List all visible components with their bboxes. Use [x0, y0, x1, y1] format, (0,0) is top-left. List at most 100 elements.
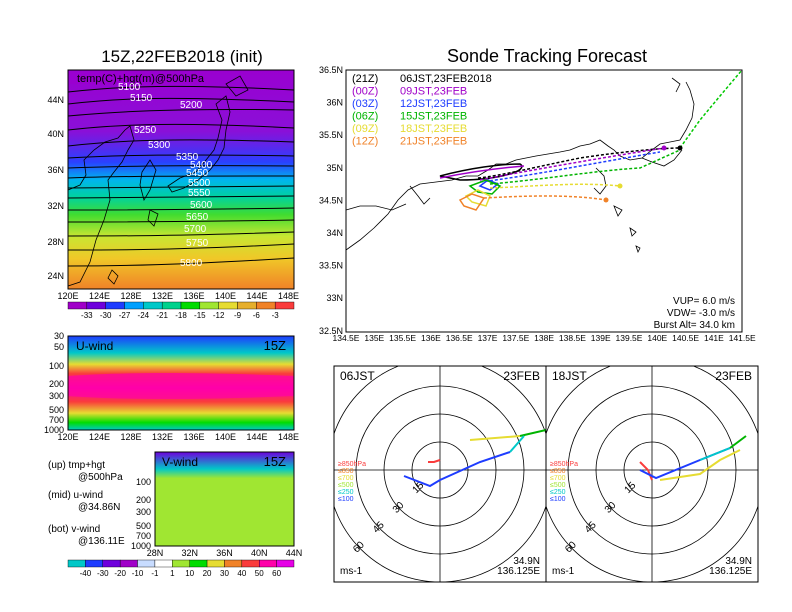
lon-tick: 140E	[215, 432, 236, 442]
hodograph-trace	[639, 461, 653, 481]
lat-tick: 35N	[326, 163, 343, 173]
pressure-tick: 300	[136, 507, 151, 517]
uwind-streak	[68, 373, 294, 399]
lon-tick: 140E	[215, 291, 236, 301]
colorbar-label: 30	[220, 569, 229, 578]
colorbar-swatch	[161, 301, 182, 310]
lon-tick: 138.5E	[559, 333, 586, 343]
contour-label: 5750	[186, 238, 209, 249]
colorbar-swatch	[274, 301, 295, 310]
hodograph-unit: ms-1	[552, 566, 575, 577]
hodograph-lat: 34.9N	[725, 556, 752, 567]
colorbar-swatch	[102, 559, 121, 568]
lat-tick: 34N	[326, 228, 343, 238]
contour-label: 5250	[134, 125, 157, 136]
colorbar-swatch	[86, 301, 106, 310]
colorbar-swatch	[241, 559, 260, 568]
colorbar-swatch	[67, 559, 86, 568]
colorbar-swatch	[224, 559, 243, 568]
lat-tick: 35.5N	[319, 130, 343, 140]
colorbar-label: -9	[234, 311, 242, 320]
colorbar-swatch	[206, 559, 225, 568]
hodograph-trace	[519, 429, 546, 437]
hodograph-lon: 136.125E	[497, 566, 540, 577]
hodograph-trace	[403, 451, 511, 488]
tracking-lon-ticks: 134.5E 135E 135.5E 136E 136.5E 137E 137.5E 138E…	[333, 333, 756, 343]
colorbar-swatch	[105, 301, 125, 310]
lon-tick: 141E	[704, 333, 724, 343]
colorbar-label: 1	[170, 569, 175, 578]
colorbar-label: 40	[237, 569, 246, 578]
pressure-tick: 100	[136, 477, 151, 487]
hodograph-date: 23FEB	[715, 369, 752, 383]
colorbar-label: -27	[119, 311, 131, 320]
uwind-frame	[67, 335, 295, 431]
hodograph-trace	[659, 449, 741, 481]
track-lines	[439, 69, 743, 211]
pressure-tick: 1000	[131, 541, 151, 551]
contour-label: 5300	[148, 140, 171, 151]
colorbar-label: -18	[175, 311, 187, 320]
hodograph-trace	[428, 459, 441, 463]
lon-tick: 137.5E	[502, 333, 529, 343]
lon-tick: 140.5E	[672, 333, 699, 343]
level-legend: ≤500	[550, 482, 566, 489]
map500-label: temp(C)+hgt(m)@500hPa	[77, 73, 205, 85]
colorbar-label: 20	[203, 569, 212, 578]
level-legend: ≤500	[338, 482, 354, 489]
hodograph-unit: ms-1	[340, 566, 363, 577]
legend-time: 09JST,23FEB	[400, 86, 467, 98]
vup-text: VUP= 6.0 m/s	[673, 296, 735, 307]
map500-fill	[68, 70, 294, 289]
vwind-fill	[155, 452, 294, 546]
lon-tick: 120E	[57, 291, 78, 301]
map500-lon-ticks: 120E 124E 128E 132E 136E 140E 144E 148E	[57, 291, 299, 301]
track-endpoints	[603, 145, 683, 203]
lat-tick: 44N	[47, 95, 64, 105]
lon-tick: 136E	[183, 432, 204, 442]
level-legend: ≥850hPa	[338, 461, 366, 468]
colorbar-swatch	[199, 301, 219, 310]
lon-tick: 120E	[57, 432, 78, 442]
pressure-tick: 100	[49, 361, 64, 371]
colorbar-swatch	[67, 301, 88, 310]
legend-run: (00Z)	[352, 86, 378, 98]
lon-tick: 136.5E	[446, 333, 473, 343]
pressure-tick: 200	[136, 495, 151, 505]
lat-tick: 44N	[286, 548, 303, 558]
lat-tick: 32N	[47, 201, 64, 211]
level-legend: ≥850hPa	[550, 461, 578, 468]
lon-tick: 124E	[89, 291, 110, 301]
colorbar-swatch	[189, 559, 208, 568]
colorbar-swatch	[124, 301, 144, 310]
panel-notes: (up) tmp+hgt @500hPa (mid) u-wind @34.86…	[48, 460, 125, 547]
legend-time: 21JST,23FEB	[400, 136, 467, 148]
legend-run: (09Z)	[352, 123, 378, 135]
legend-time: 18JST,23FEB	[400, 123, 467, 135]
colorbar-label: 10	[185, 569, 194, 578]
colorbar-label: -20	[114, 569, 126, 578]
tracking-legend: (21Z) 06JST,23FEB2018 (00Z) 09JST,23FEB (03Z…	[352, 73, 492, 148]
contour-label: 5800	[180, 258, 203, 269]
vwind-frame	[154, 451, 295, 547]
lon-tick: 137E	[478, 333, 498, 343]
colorbar-swatch	[237, 301, 257, 310]
lon-tick: 128E	[120, 291, 141, 301]
tracking-title: Sonde Tracking Forecast	[447, 46, 647, 66]
colorbar-label: -10	[132, 569, 144, 578]
lon-tick: 128E	[120, 432, 141, 442]
contour-label: 5400	[190, 160, 213, 171]
note-bot: (bot) v-wind	[48, 524, 100, 535]
hodograph-time: 18JST	[552, 369, 587, 383]
contour-label: 5550	[188, 188, 211, 199]
note-up: (up) tmp+hgt	[48, 460, 105, 471]
pressure-tick: 700	[49, 415, 64, 425]
pressure-tick: 500	[49, 405, 64, 415]
pressure-tick: 200	[49, 379, 64, 389]
